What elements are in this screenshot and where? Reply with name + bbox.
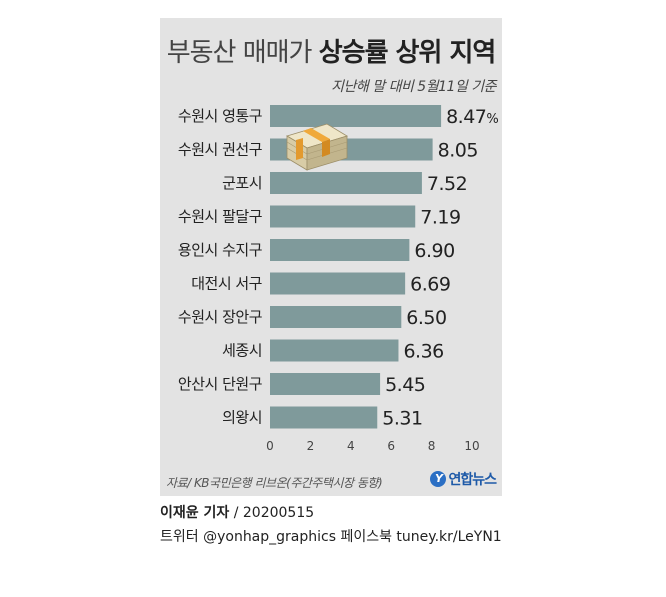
x-tick-label: 6: [387, 439, 395, 453]
category-label: 수원시 권선구: [178, 141, 262, 159]
category-label: 수원시 영통구: [178, 107, 262, 125]
bar: [270, 406, 378, 429]
category-label: 수원시 장안구: [178, 308, 262, 326]
value-label: 5.31: [382, 408, 422, 430]
x-tick-label: 2: [307, 439, 315, 453]
value-label: 7.19: [420, 207, 460, 229]
chart-title: 부동산 매매가 상승률 상위 지역: [160, 32, 502, 69]
category-label: 대전시 서구: [191, 275, 262, 293]
value-label: 6.90: [414, 240, 454, 262]
x-tick-label: 0: [266, 439, 274, 453]
category-label: 세종시: [222, 342, 262, 360]
yonhap-logo-icon: Y: [430, 471, 447, 487]
bar: [270, 205, 416, 228]
bar: [270, 339, 399, 362]
chart-title-bold: 상승률 상위 지역: [318, 38, 497, 68]
credit-line: 이재윤 기자 / 20200515: [160, 502, 314, 522]
chart-subtitle: 지난해 말 대비 5월11일 기준: [331, 79, 496, 95]
infographic-panel: 부동산 매매가 상승률 상위 지역 지난해 말 대비 5월11일 기준 수원시 …: [160, 18, 502, 496]
x-tick-label: 8: [428, 439, 436, 453]
value-label: 6.50: [406, 307, 446, 329]
source-note: 자료/ KB국민은행 리브온(주간주택시장 동향): [166, 476, 383, 490]
money-stack-illustration: [286, 123, 348, 171]
bar: [270, 105, 442, 127]
category-label: 수원시 팔달구: [178, 208, 262, 226]
bar: [270, 272, 406, 295]
bar: [270, 172, 422, 194]
bar-chart: 수원시 영통구 8.47% 수원시 권선구 8.05 군포시 7.52 수원시 팔달구 7.1…: [178, 105, 499, 453]
value-label: 8.47%: [446, 106, 498, 128]
reporter-name: 이재윤 기자: [160, 505, 230, 521]
publish-date: / 20200515: [229, 505, 315, 521]
value-label: 8.05: [438, 140, 478, 162]
category-label: 용인시 수지구: [178, 241, 262, 259]
chart-title-regular: 부동산 매매가: [166, 38, 313, 68]
sns-line: 트위터 @yonhap_graphics 페이스북 tuney.kr/LeYN1: [160, 529, 502, 545]
category-label: 의왕시: [222, 409, 262, 427]
value-label: 7.52: [427, 173, 467, 195]
yonhap-logo-text: 연합뉴스: [448, 472, 497, 488]
category-label: 군포시: [222, 174, 262, 192]
yonhap-logo: Y 연합뉴스: [430, 469, 497, 489]
bar: [270, 306, 402, 328]
value-label: 5.45: [385, 374, 425, 396]
value-label: 6.36: [403, 341, 443, 363]
bar: [270, 373, 381, 395]
bar: [270, 239, 410, 261]
x-tick-label: 4: [347, 439, 355, 453]
x-tick-label: 10: [464, 439, 479, 453]
value-label: 6.69: [410, 274, 450, 296]
category-label: 안산시 단원구: [178, 375, 262, 393]
